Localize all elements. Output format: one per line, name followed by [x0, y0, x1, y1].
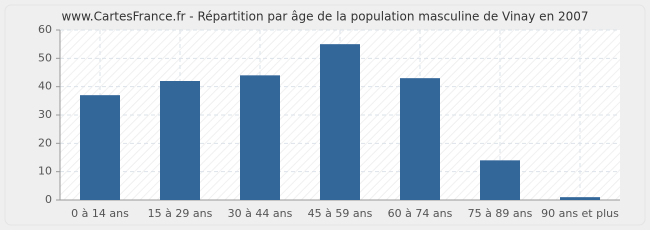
bar	[160, 81, 200, 200]
y-tick-label: 10	[38, 165, 52, 178]
chart: www.CartesFrance.fr - Répartition par âg…	[0, 0, 650, 230]
y-tick-label: 60	[38, 23, 52, 36]
x-tick-label: 0 à 14 ans	[71, 207, 129, 220]
x-tick-label: 15 à 29 ans	[148, 207, 213, 220]
bar	[320, 44, 360, 200]
y-tick-label: 40	[38, 80, 52, 93]
y-tick-label: 50	[38, 51, 52, 64]
x-tick-label: 90 ans et plus	[541, 207, 619, 220]
x-tick-label: 45 à 59 ans	[308, 207, 373, 220]
x-tick-label: 30 à 44 ans	[228, 207, 293, 220]
bar	[480, 160, 520, 200]
bar	[240, 75, 280, 200]
y-tick-label: 20	[38, 136, 52, 149]
bar	[400, 78, 440, 200]
y-tick-label: 30	[38, 108, 52, 121]
y-tick-label: 0	[45, 193, 52, 206]
x-tick-label: 60 à 74 ans	[388, 207, 453, 220]
bar	[80, 95, 120, 200]
x-tick-label: 75 à 89 ans	[468, 207, 533, 220]
bar	[560, 197, 600, 200]
chart-title: www.CartesFrance.fr - Répartition par âg…	[61, 10, 588, 24]
